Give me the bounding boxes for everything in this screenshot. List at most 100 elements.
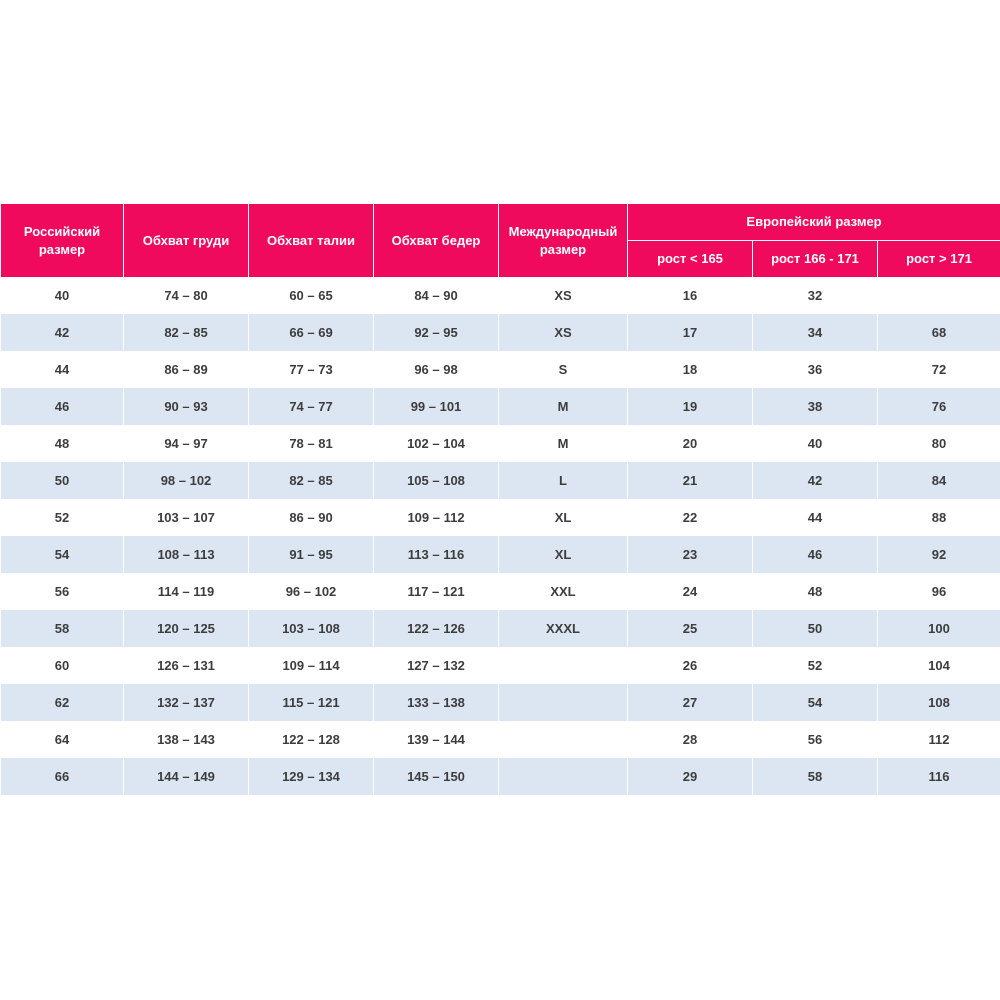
table-row: 58 120 – 125 103 – 108 122 – 126 XXXL 25 50 100 <box>0 610 1000 647</box>
table-cell: XL <box>498 499 628 536</box>
table-cell: 122 – 128 <box>248 721 374 758</box>
table-cell: 98 – 102 <box>123 462 249 499</box>
table-cell: 109 – 114 <box>248 647 374 684</box>
table-cell: 100 <box>876 610 1000 647</box>
header-cell: Российский размер <box>0 204 124 277</box>
table-cell: 108 <box>876 684 1000 721</box>
table-cell: 84 <box>876 462 1000 499</box>
table-cell: 44 <box>0 351 124 388</box>
table-cell: 38 <box>752 388 878 425</box>
table-cell: 86 – 89 <box>123 351 249 388</box>
table-cell: 80 <box>876 425 1000 462</box>
table-cell: 48 <box>0 425 124 462</box>
table-cell: 28 <box>627 721 753 758</box>
subheader-cell: рост > 171 <box>876 239 1000 277</box>
table-cell: 46 <box>752 536 878 573</box>
table-cell: 113 – 116 <box>373 536 499 573</box>
table-cell: 44 <box>752 499 878 536</box>
header-cell: Международный размер <box>498 204 628 277</box>
table-cell: 86 – 90 <box>248 499 374 536</box>
table-cell: 116 <box>876 758 1000 795</box>
table-row: 60 126 – 131 109 – 114 127 – 132 26 52 104 <box>0 647 1000 684</box>
table-cell: 114 – 119 <box>123 573 249 610</box>
table-cell: S <box>498 351 628 388</box>
table-cell: 42 <box>752 462 878 499</box>
table-cell: 60 – 65 <box>248 277 374 314</box>
table-cell <box>498 721 628 758</box>
table-cell: 54 <box>752 684 878 721</box>
subheader-row: рост < 165 рост 166 - 171 рост > 171 <box>1 239 1000 277</box>
table-cell: 20 <box>627 425 753 462</box>
table-cell: 120 – 125 <box>123 610 249 647</box>
table-cell: 96 – 102 <box>248 573 374 610</box>
table-cell: 19 <box>627 388 753 425</box>
table-row: 50 98 – 102 82 – 85 105 – 108 L 21 42 84 <box>0 462 1000 499</box>
table-cell: 56 <box>0 573 124 610</box>
table-cell: 138 – 143 <box>123 721 249 758</box>
table-cell: 58 <box>0 610 124 647</box>
table-cell: 42 <box>0 314 124 351</box>
table-cell: 133 – 138 <box>373 684 499 721</box>
table-cell: 27 <box>627 684 753 721</box>
table-cell: 66 <box>0 758 124 795</box>
table-cell: 103 – 108 <box>248 610 374 647</box>
size-table: Российский размер Обхват груди Обхват тали… <box>0 204 1000 795</box>
table-cell: XXXL <box>498 610 628 647</box>
table-cell: 144 – 149 <box>123 758 249 795</box>
table-cell <box>498 758 628 795</box>
table-row: 64 138 – 143 122 – 128 139 – 144 28 56 112 <box>0 721 1000 758</box>
table-cell: 40 <box>752 425 878 462</box>
table-cell <box>498 684 628 721</box>
table-cell: XL <box>498 536 628 573</box>
table-cell: 92 – 95 <box>373 314 499 351</box>
table-cell: 72 <box>876 351 1000 388</box>
table-cell: 52 <box>0 499 124 536</box>
table-cell: 117 – 121 <box>373 573 499 610</box>
table-cell: XS <box>498 277 628 314</box>
table-row: 54 108 – 113 91 – 95 113 – 116 XL 23 46 92 <box>0 536 1000 573</box>
table-cell: 96 <box>876 573 1000 610</box>
table-cell: 109 – 112 <box>373 499 499 536</box>
header-cell: Обхват бедер <box>373 204 499 277</box>
table-cell: 52 <box>752 647 878 684</box>
table-cell: 88 <box>876 499 1000 536</box>
table-cell: 99 – 101 <box>373 388 499 425</box>
table-cell: 108 – 113 <box>123 536 249 573</box>
table-row: 42 82 – 85 66 – 69 92 – 95 XS 17 34 68 <box>0 314 1000 351</box>
table-cell: 102 – 104 <box>373 425 499 462</box>
table-cell: 48 <box>752 573 878 610</box>
table-cell: 66 – 69 <box>248 314 374 351</box>
table-cell: 18 <box>627 351 753 388</box>
table-cell: 36 <box>752 351 878 388</box>
table-cell: 68 <box>876 314 1000 351</box>
table-cell: 82 – 85 <box>248 462 374 499</box>
table-cell: 60 <box>0 647 124 684</box>
table-cell: 62 <box>0 684 124 721</box>
table-cell: 26 <box>627 647 753 684</box>
table-row: 66 144 – 149 129 – 134 145 – 150 29 58 116 <box>0 758 1000 795</box>
table-cell: 92 <box>876 536 1000 573</box>
table-cell: M <box>498 388 628 425</box>
group-header-cell: Европейский размер <box>626 204 1000 240</box>
table-cell: 29 <box>627 758 753 795</box>
table-row: 48 94 – 97 78 – 81 102 – 104 M 20 40 80 <box>0 425 1000 462</box>
table-cell: 54 <box>0 536 124 573</box>
table-cell: 25 <box>627 610 753 647</box>
table-cell <box>498 647 628 684</box>
table-cell: 21 <box>627 462 753 499</box>
table-cell: XS <box>498 314 628 351</box>
table-cell: 46 <box>0 388 124 425</box>
header-row: Российский размер Обхват груди Обхват тали… <box>0 204 1000 277</box>
table-cell: L <box>498 462 628 499</box>
table-cell: 122 – 126 <box>373 610 499 647</box>
table-cell: 103 – 107 <box>123 499 249 536</box>
table-cell: 23 <box>627 536 753 573</box>
table-cell: 145 – 150 <box>373 758 499 795</box>
table-cell: 76 <box>876 388 1000 425</box>
table-cell: 34 <box>752 314 878 351</box>
table-cell: 91 – 95 <box>248 536 374 573</box>
table-cell: 50 <box>752 610 878 647</box>
table-row: 52 103 – 107 86 – 90 109 – 112 XL 22 44 88 <box>0 499 1000 536</box>
table-cell: 112 <box>876 721 1000 758</box>
